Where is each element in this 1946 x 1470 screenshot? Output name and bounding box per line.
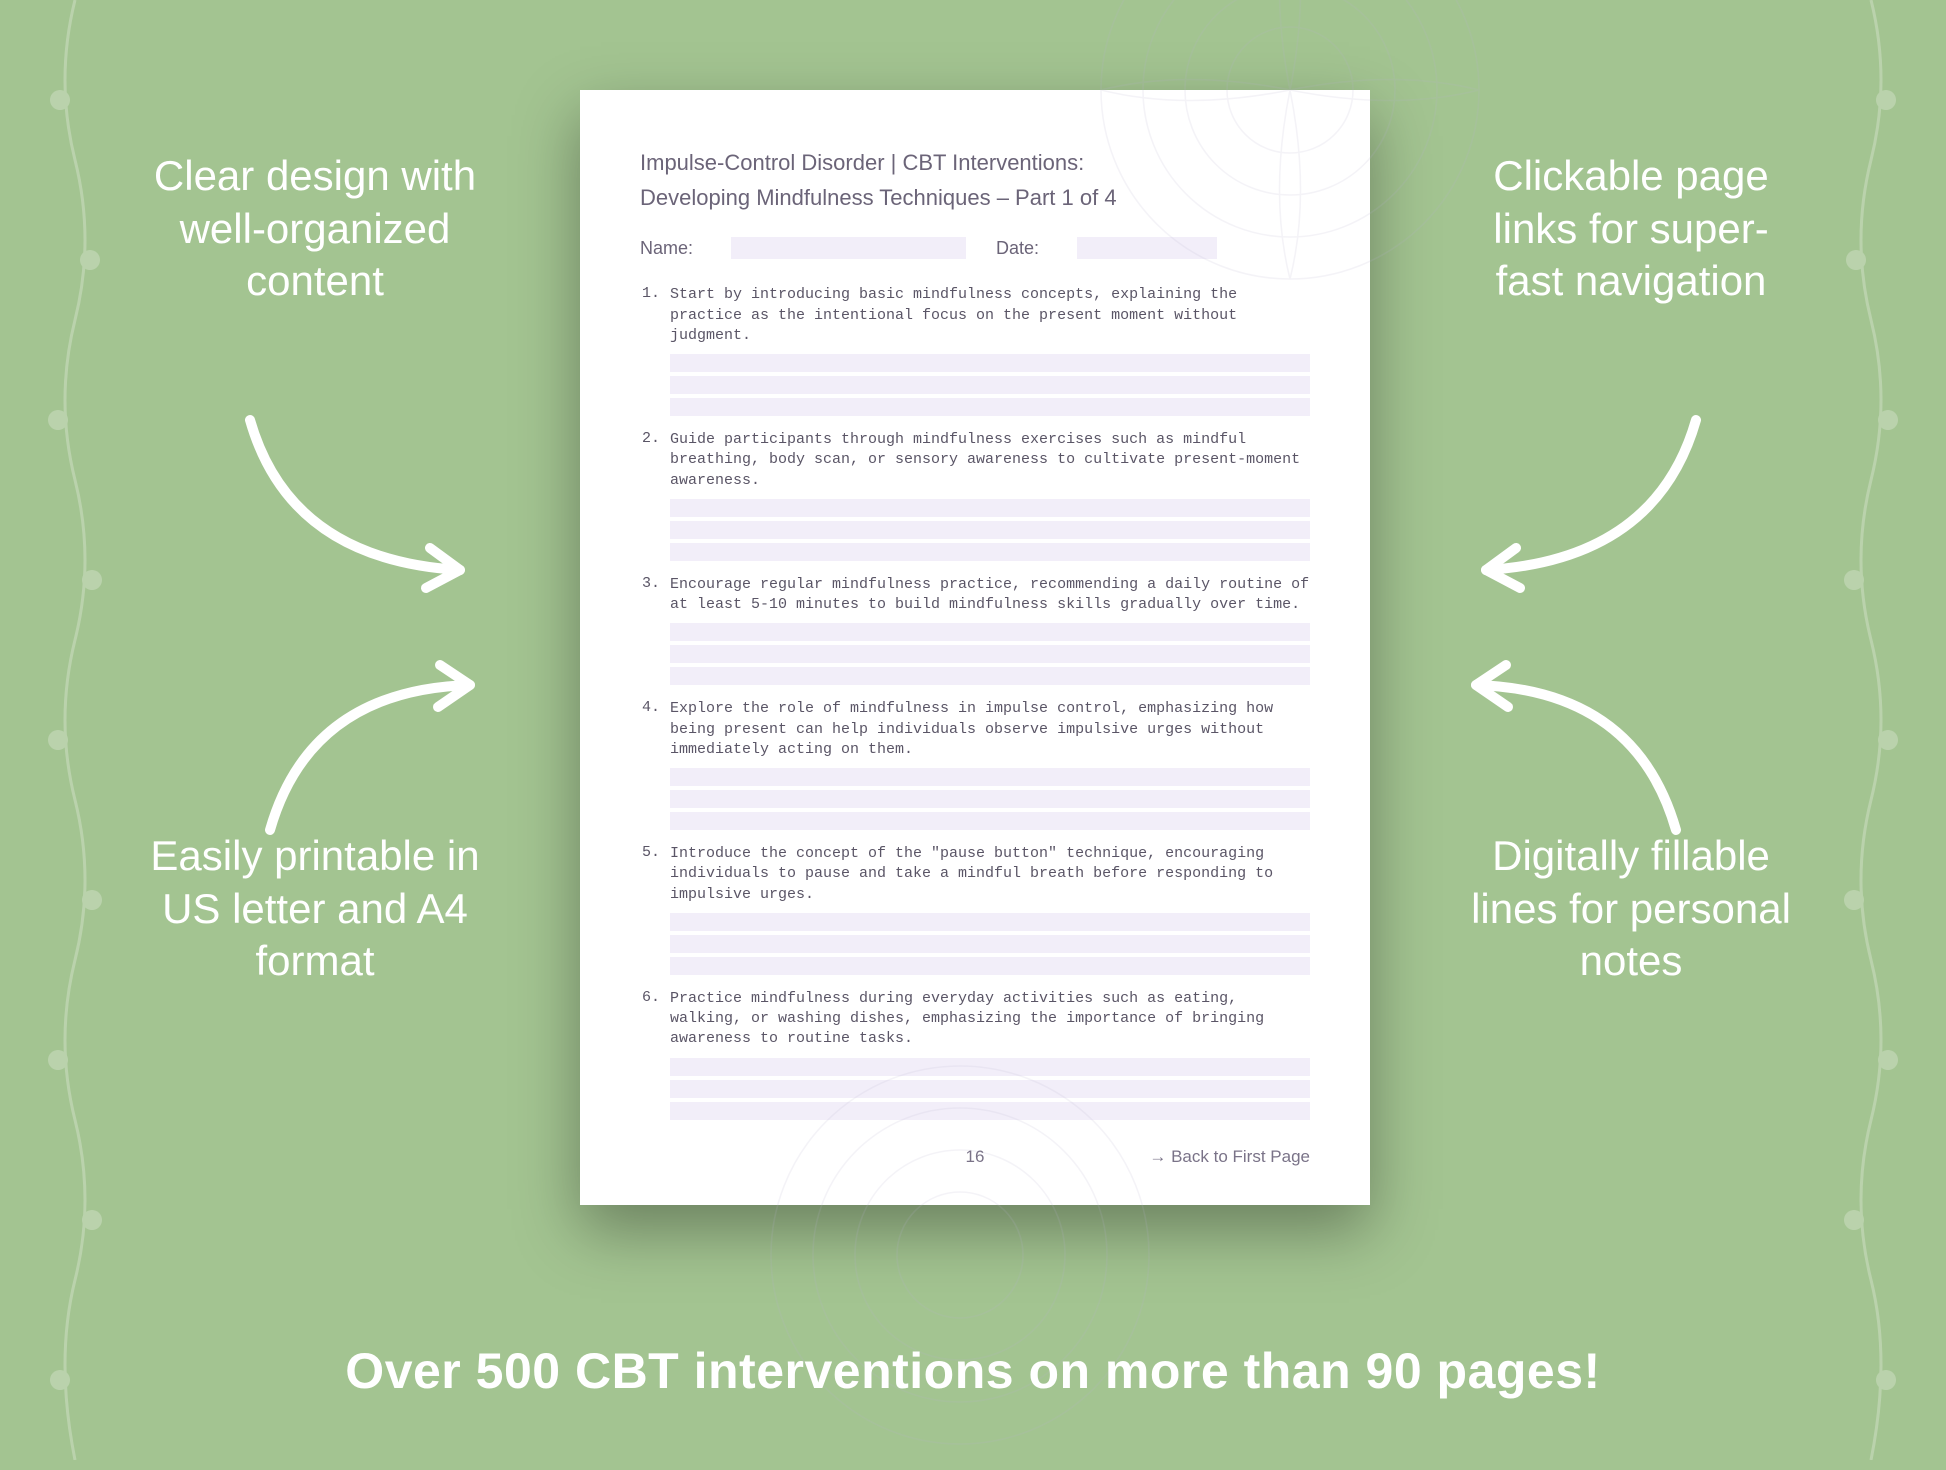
- item-text: Guide participants through mindfulness e…: [670, 430, 1310, 491]
- fill-line[interactable]: [670, 957, 1310, 975]
- arrow-bottom-right: [1446, 660, 1696, 855]
- fill-line[interactable]: [670, 913, 1310, 931]
- fill-line[interactable]: [670, 354, 1310, 372]
- worksheet-item: 1.Start by introducing basic mindfulness…: [640, 285, 1310, 420]
- fill-line[interactable]: [670, 521, 1310, 539]
- fill-line[interactable]: [670, 623, 1310, 641]
- name-date-row: Name: Date:: [640, 237, 1310, 259]
- item-text: Start by introducing basic mindfulness c…: [670, 285, 1310, 346]
- bottom-tagline: Over 500 CBT interventions on more than …: [0, 1342, 1946, 1400]
- fill-line[interactable]: [670, 768, 1310, 786]
- item-number: 3.: [640, 575, 660, 690]
- fill-line[interactable]: [670, 1102, 1310, 1120]
- callout-top-right: Clickable page links for super-fast navi…: [1461, 150, 1801, 308]
- fill-line[interactable]: [670, 1080, 1310, 1098]
- decorative-vine-right: [1816, 0, 1926, 1460]
- item-number: 4.: [640, 699, 660, 834]
- worksheet-item: 4.Explore the role of mindfulness in imp…: [640, 699, 1310, 834]
- item-text: Introduce the concept of the "pause butt…: [670, 844, 1310, 905]
- item-text: Explore the role of mindfulness in impul…: [670, 699, 1310, 760]
- fill-line[interactable]: [670, 790, 1310, 808]
- decorative-vine-left: [20, 0, 130, 1460]
- fill-line[interactable]: [670, 376, 1310, 394]
- arrow-top-right: [1456, 400, 1716, 605]
- fill-line[interactable]: [670, 499, 1310, 517]
- fill-line[interactable]: [670, 812, 1310, 830]
- document-header-line2: Developing Mindfulness Techniques – Part…: [640, 180, 1310, 215]
- fill-line[interactable]: [670, 1058, 1310, 1076]
- worksheet-item: 2.Guide participants through mindfulness…: [640, 430, 1310, 565]
- worksheet-item: 6.Practice mindfulness during everyday a…: [640, 989, 1310, 1124]
- fill-line[interactable]: [670, 543, 1310, 561]
- name-field[interactable]: [731, 237, 966, 259]
- fill-line[interactable]: [670, 398, 1310, 416]
- item-text: Practice mindfulness during everyday act…: [670, 989, 1310, 1050]
- worksheet-item: 5.Introduce the concept of the "pause bu…: [640, 844, 1310, 979]
- document-header: Impulse-Control Disorder | CBT Intervent…: [640, 145, 1310, 215]
- item-text: Encourage regular mindfulness practice, …: [670, 575, 1310, 616]
- date-field[interactable]: [1077, 237, 1217, 259]
- document-page: Impulse-Control Disorder | CBT Intervent…: [580, 90, 1370, 1205]
- arrow-top-left: [230, 400, 490, 605]
- fill-line[interactable]: [670, 935, 1310, 953]
- document-footer: 16 → Back to First Page: [640, 1147, 1310, 1167]
- page-number: 16: [966, 1147, 985, 1167]
- callout-top-left: Clear design with well-organized content: [145, 150, 485, 308]
- date-label: Date:: [996, 238, 1039, 259]
- item-number: 6.: [640, 989, 660, 1124]
- fill-line[interactable]: [670, 645, 1310, 663]
- item-number: 5.: [640, 844, 660, 979]
- fill-line[interactable]: [670, 667, 1310, 685]
- worksheet-item: 3.Encourage regular mindfulness practice…: [640, 575, 1310, 690]
- items-list: 1.Start by introducing basic mindfulness…: [640, 285, 1310, 1123]
- name-label: Name:: [640, 238, 693, 259]
- document-header-line1: Impulse-Control Disorder | CBT Intervent…: [640, 145, 1310, 180]
- back-to-first-link[interactable]: → Back to First Page: [1149, 1147, 1310, 1167]
- item-number: 1.: [640, 285, 660, 420]
- item-number: 2.: [640, 430, 660, 565]
- arrow-bottom-left: [250, 660, 500, 855]
